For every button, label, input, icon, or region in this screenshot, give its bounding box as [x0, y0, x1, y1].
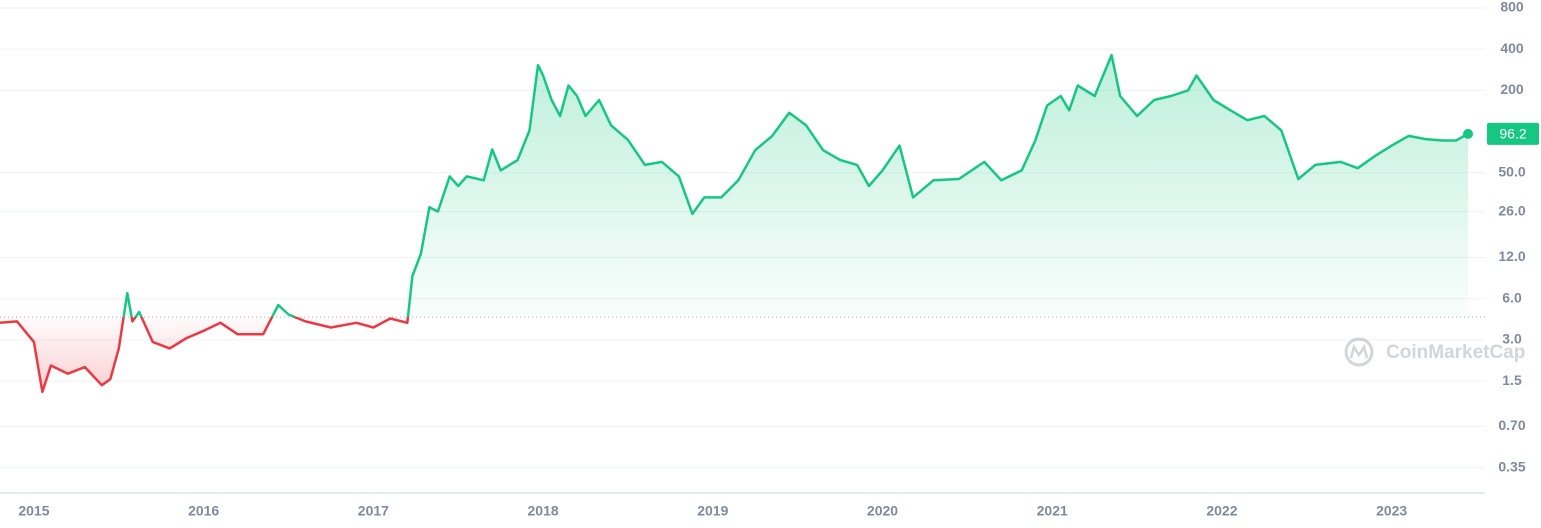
area-down [0, 317, 1469, 392]
y-tick-label: 6.0 [1502, 289, 1522, 305]
y-tick-label: 0.70 [1498, 417, 1525, 433]
price-badge-label: 96.2 [1499, 126, 1526, 142]
x-tick-label: 2020 [867, 503, 898, 519]
y-tick-label: 800 [1500, 0, 1524, 15]
watermark [1344, 337, 1374, 367]
x-tick-label: 2023 [1376, 503, 1407, 519]
y-tick-label: 0.35 [1498, 458, 1525, 474]
y-tick-label: 3.0 [1502, 331, 1522, 347]
watermark-text: CoinMarketCap [1386, 342, 1525, 363]
x-tick-label: 2022 [1206, 503, 1237, 519]
y-tick-label: 50.0 [1498, 163, 1525, 179]
y-tick-label: 400 [1500, 40, 1524, 56]
last-point [1463, 128, 1474, 139]
price-line [0, 53, 1469, 394]
x-tick-label: 2021 [1037, 503, 1068, 519]
y-tick-label: 200 [1500, 81, 1524, 97]
x-tick-label: 2019 [697, 503, 728, 519]
area-up [123, 55, 1469, 318]
x-tick-label: 2018 [528, 503, 559, 519]
x-tick-label: 2015 [18, 503, 49, 519]
y-tick-label: 12.0 [1498, 248, 1525, 264]
y-tick-label: 26.0 [1498, 202, 1525, 218]
price-badge [1487, 122, 1539, 145]
x-tick-label: 2016 [188, 503, 219, 519]
y-tick-label: 1.5 [1502, 372, 1522, 388]
x-tick-label: 2017 [358, 503, 389, 519]
